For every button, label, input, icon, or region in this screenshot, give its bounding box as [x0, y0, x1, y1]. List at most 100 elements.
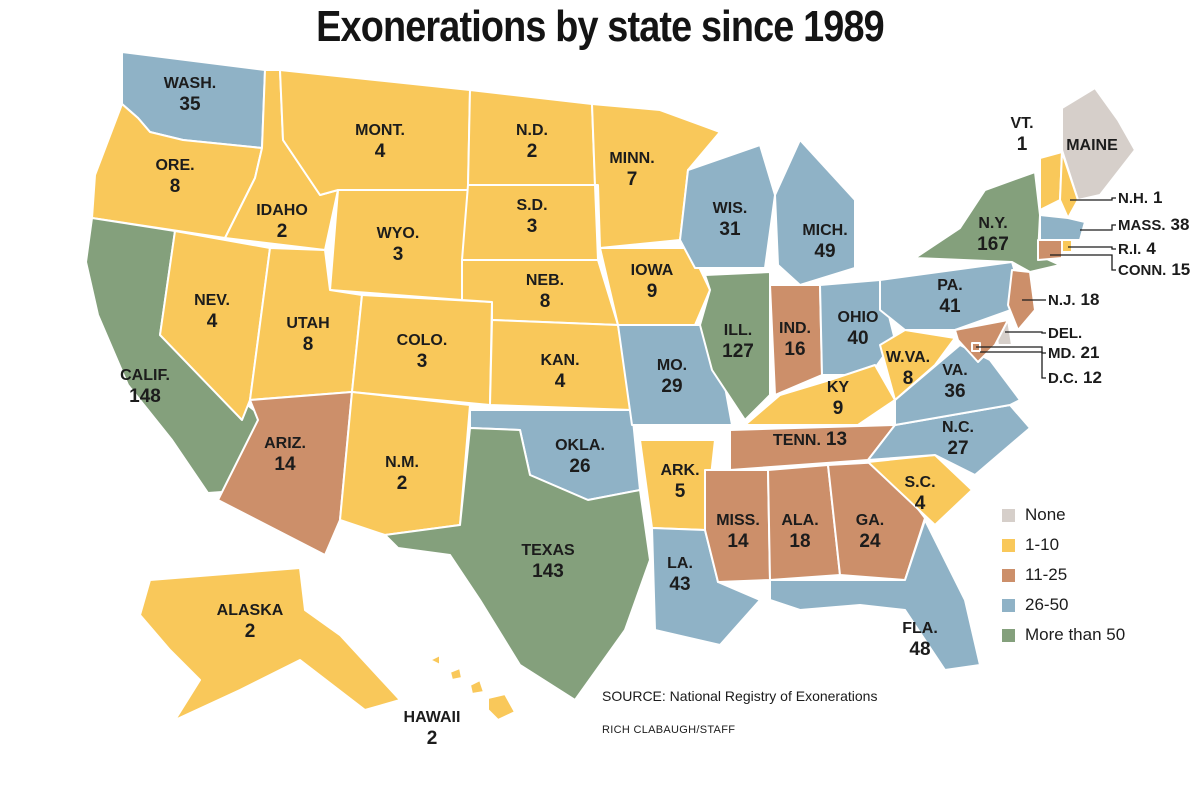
- state-count: 21: [1081, 343, 1100, 362]
- state-label: MICH. 49: [802, 222, 847, 262]
- state-label: N.M. 2: [385, 454, 419, 494]
- state-name: ALASKA: [217, 602, 284, 619]
- state-name: CONN.: [1118, 262, 1166, 279]
- state-name: MONT.: [355, 122, 405, 139]
- state-miss: [704, 469, 771, 583]
- state-wis: [679, 144, 776, 269]
- state-name: MO.: [657, 357, 687, 374]
- state-count: 2: [277, 221, 288, 242]
- leader-line: [1068, 246, 1116, 250]
- state-count: 15: [1171, 260, 1190, 279]
- state-n-j: [1007, 269, 1036, 331]
- state-count: 4: [207, 311, 218, 332]
- state-name: ARK.: [660, 462, 699, 479]
- state-shapes: [85, 51, 1136, 721]
- state-count: 16: [784, 339, 805, 360]
- state-count: 148: [129, 386, 161, 407]
- state-count: 18: [1081, 290, 1100, 309]
- leader-line: [976, 346, 1046, 379]
- state-r-i: [1061, 239, 1073, 253]
- state-count: 4: [1146, 239, 1156, 258]
- state-name: IND.: [779, 320, 811, 337]
- state-name: MAINE: [1066, 137, 1118, 154]
- state-label: W.VA. 8: [886, 349, 930, 389]
- state-name: N.H.: [1118, 190, 1148, 207]
- state-texas: [384, 427, 651, 701]
- state-label: WASH. 35: [164, 75, 216, 115]
- state-count: 1: [1153, 188, 1162, 207]
- legend-swatch: [1002, 598, 1015, 612]
- state-count: 3: [393, 244, 404, 265]
- state-label: KY 9: [827, 379, 850, 419]
- state-name: N.C.: [942, 419, 974, 436]
- state-count: 14: [274, 454, 296, 475]
- state-name: IDAHO: [256, 202, 308, 219]
- state-name: WASH.: [164, 75, 216, 92]
- state-name: MINN.: [609, 150, 654, 167]
- state-count: 41: [939, 296, 961, 317]
- state-count: 3: [417, 351, 428, 372]
- state-count: 14: [727, 531, 749, 552]
- state-ky: [744, 364, 896, 426]
- state-name: CALIF.: [120, 367, 170, 384]
- state-name: S.D.: [516, 197, 547, 214]
- state-name: S.C.: [904, 474, 935, 491]
- state-label: WIS. 31: [713, 200, 748, 240]
- state-count: 4: [915, 493, 926, 514]
- state-label: N.H. 1: [1118, 188, 1162, 207]
- state-count: 24: [859, 531, 881, 552]
- state-name: TENN.: [773, 432, 821, 449]
- state-hawaii: [429, 654, 516, 721]
- state-count: 31: [719, 219, 741, 240]
- state-label: D.C. 12: [1048, 368, 1102, 387]
- state-count: 8: [303, 334, 314, 355]
- legend-item: 11-25: [1002, 560, 1125, 590]
- state-label: CONN. 15: [1118, 260, 1190, 279]
- state-label: IDAHO 2: [256, 202, 308, 242]
- state-label: MONT. 4: [355, 122, 405, 162]
- state-label: N.C. 27: [942, 419, 974, 459]
- state-name: N.M.: [385, 454, 419, 471]
- state-count: 143: [532, 561, 564, 582]
- state-label: R.I. 4: [1118, 239, 1156, 258]
- state-label: FLA. 48: [902, 620, 938, 660]
- state-label: GA. 24: [856, 512, 884, 552]
- credit-line: RICH CLABAUGH/STAFF: [602, 724, 736, 736]
- state-label: KAN. 4: [540, 352, 579, 392]
- legend: None 1-10 11-25 26-50 More than 50: [1002, 500, 1125, 650]
- state-count: 4: [375, 141, 386, 162]
- state-label: N.J. 18: [1048, 290, 1099, 309]
- state-name: R.I.: [1118, 241, 1141, 258]
- state-count: 8: [540, 291, 551, 312]
- state-name: MD.: [1048, 345, 1076, 362]
- state-mich: [774, 139, 856, 286]
- leader-line: [980, 351, 1046, 354]
- state-label: N.Y. 167: [977, 215, 1009, 255]
- state-count: 48: [909, 639, 930, 660]
- state-label: VA. 36: [942, 362, 967, 402]
- state-name: WYO.: [377, 225, 420, 242]
- state-name: IOWA: [631, 262, 674, 279]
- legend-swatch: [1002, 568, 1015, 582]
- state-nev: [159, 230, 271, 421]
- state-count: 35: [179, 94, 201, 115]
- state-name: ALA.: [781, 512, 818, 529]
- state-count: 40: [847, 328, 868, 349]
- state-mo: [617, 324, 733, 426]
- state-count: 49: [814, 241, 835, 262]
- legend-item: None: [1002, 500, 1125, 530]
- state-name: GA.: [856, 512, 884, 529]
- state-label: MO. 29: [657, 357, 687, 397]
- state-name: N.Y.: [978, 215, 1007, 232]
- state-label: N.D. 2: [516, 122, 548, 162]
- state-name: OHIO: [838, 309, 879, 326]
- state-name: NEB.: [526, 272, 564, 289]
- state-name: DEL.: [1048, 325, 1082, 342]
- state-label: S.C. 4: [904, 474, 935, 514]
- state-label: COLO. 3: [397, 332, 448, 372]
- state-name: KAN.: [540, 352, 579, 369]
- state-label: LA. 43: [667, 555, 693, 595]
- state-label: OHIO 40: [838, 309, 879, 349]
- state-w-va: [879, 329, 956, 401]
